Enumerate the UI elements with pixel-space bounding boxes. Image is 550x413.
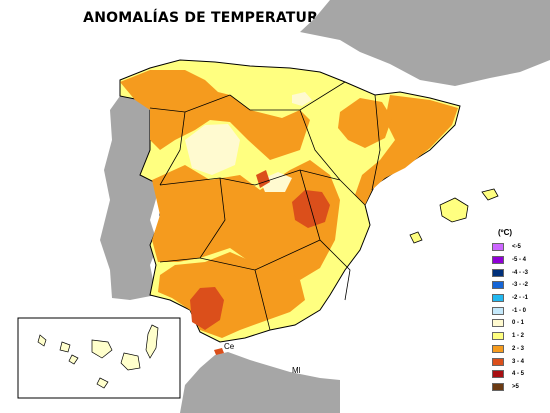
legend-item: <-5 bbox=[492, 241, 550, 254]
legend-label: -2 - -1 bbox=[512, 295, 529, 302]
legend: (ºC) <-5 -5 - 4 -4 - -3 -3 - -2 -2 - -1 -1 - … bbox=[492, 228, 550, 393]
legend-label: 0 - 1 bbox=[512, 320, 525, 327]
legend-item: 4 - 5 bbox=[492, 368, 550, 381]
ceuta-territory bbox=[214, 348, 224, 355]
legend-unit: (ºC) bbox=[498, 228, 513, 237]
legend-item: -2 - -1 bbox=[492, 292, 550, 305]
anomaly-2-3-zones bbox=[120, 70, 458, 338]
legend-label: <-5 bbox=[512, 244, 521, 251]
legend-swatch bbox=[492, 306, 504, 315]
legend-swatch bbox=[492, 332, 504, 341]
legend-label: >5 bbox=[512, 383, 519, 390]
france-landmass bbox=[300, 0, 550, 86]
legend-label: -1 - 0 bbox=[512, 307, 527, 314]
legend-label: -3 - -2 bbox=[512, 282, 529, 289]
anomaly-0-1-zones bbox=[185, 92, 312, 192]
legend-swatch bbox=[492, 268, 504, 277]
legend-label: 4 - 5 bbox=[512, 371, 525, 378]
portugal-landmass bbox=[100, 96, 160, 300]
legend-item: 3 - 4 bbox=[492, 355, 550, 368]
legend-item: -4 - -3 bbox=[492, 266, 550, 279]
legend-item: 1 - 2 bbox=[492, 330, 550, 343]
ceuta-label: Ce bbox=[224, 342, 235, 351]
legend-swatch bbox=[492, 344, 504, 353]
legend-swatch bbox=[492, 243, 504, 252]
legend-swatch bbox=[492, 256, 504, 265]
legend-item: >5 bbox=[492, 381, 550, 394]
legend-swatch bbox=[492, 294, 504, 303]
morocco-landmass bbox=[180, 352, 340, 413]
legend-label: 1 - 2 bbox=[512, 333, 525, 340]
legend-swatch bbox=[492, 281, 504, 290]
legend-label: -4 - -3 bbox=[512, 269, 529, 276]
legend-swatch bbox=[492, 370, 504, 379]
legend-swatch bbox=[492, 357, 504, 366]
melilla-label: Ml bbox=[292, 366, 301, 375]
legend-label: 2 - 3 bbox=[512, 345, 525, 352]
canary-islands-inset bbox=[17, 317, 181, 399]
legend-item: -5 - 4 bbox=[492, 254, 550, 267]
anomaly-3-4-zones bbox=[190, 170, 330, 330]
legend-swatch bbox=[492, 319, 504, 328]
legend-swatch bbox=[492, 382, 504, 391]
legend-label: 3 - 4 bbox=[512, 358, 525, 365]
balearic-islands bbox=[409, 188, 499, 244]
legend-item: 0 - 1 bbox=[492, 317, 550, 330]
legend-label: -5 - 4 bbox=[512, 257, 527, 264]
legend-item: -3 - -2 bbox=[492, 279, 550, 292]
legend-item: 2 - 3 bbox=[492, 343, 550, 356]
legend-item: -1 - 0 bbox=[492, 304, 550, 317]
region-borders bbox=[149, 81, 381, 331]
